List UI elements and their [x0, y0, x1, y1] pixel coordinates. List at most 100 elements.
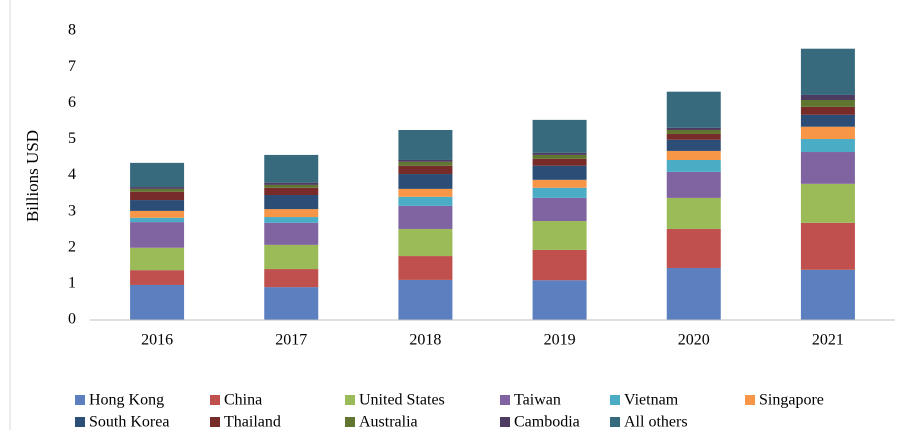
- legend-swatch: [610, 395, 620, 405]
- bar-segment: [130, 187, 185, 189]
- bar-segment: [130, 247, 185, 271]
- bar-segment: [666, 127, 721, 130]
- bar-segment: [130, 200, 185, 211]
- bar-segment: [130, 222, 185, 248]
- y-tick-label: 4: [68, 166, 76, 183]
- bar-segment: [800, 139, 855, 153]
- y-tick-label: 3: [68, 202, 76, 219]
- bar-segment: [130, 270, 185, 285]
- bar-segment: [264, 209, 319, 218]
- bar-segment: [532, 152, 587, 155]
- bar-segment: [264, 222, 319, 245]
- bar-segment: [398, 279, 453, 320]
- bar-segment: [800, 152, 855, 184]
- bar-segment: [264, 217, 319, 223]
- bar-segment: [398, 165, 453, 175]
- bar-segment: [130, 188, 185, 192]
- y-tick-label: 2: [68, 238, 76, 255]
- bar-segment: [130, 217, 185, 223]
- bar-segment: [666, 228, 721, 268]
- bar-segment: [666, 150, 721, 160]
- bar-segment: [398, 196, 453, 206]
- bar-segment: [532, 119, 587, 153]
- bar-segment: [264, 187, 319, 196]
- bar-segment: [800, 183, 855, 223]
- bar-segment: [264, 269, 319, 288]
- legend-label: Thailand: [224, 414, 281, 430]
- bar-segment: [532, 221, 587, 250]
- legend-label: United States: [359, 392, 445, 409]
- bar-segment: [130, 284, 185, 320]
- bar-segment: [398, 256, 453, 280]
- bar-segment: [532, 187, 587, 198]
- bar-segment: [264, 244, 319, 270]
- bar-segment: [666, 133, 721, 140]
- legend-swatch: [75, 395, 85, 405]
- bar-segment: [398, 205, 453, 229]
- bar-segment: [398, 174, 453, 189]
- bar-segment: [532, 280, 587, 320]
- bar-segment: [532, 165, 587, 180]
- legend-swatch: [345, 417, 355, 427]
- legend-swatch: [345, 395, 355, 405]
- bar-segment: [800, 94, 855, 100]
- bar-segment: [666, 267, 721, 320]
- bar-segment: [666, 129, 721, 134]
- y-tick-label: 8: [68, 22, 76, 39]
- legend-swatch: [610, 417, 620, 427]
- legend-swatch: [75, 417, 85, 427]
- bar-segment: [130, 210, 185, 218]
- bar-segment: [666, 171, 721, 198]
- legend-label: Taiwan: [514, 392, 561, 409]
- y-tick-label: 6: [68, 94, 76, 111]
- bar-segment: [264, 184, 319, 188]
- bar-segment: [800, 126, 855, 140]
- bar-segment: [398, 161, 453, 166]
- bar-segment: [800, 99, 855, 107]
- legend-swatch: [210, 417, 220, 427]
- bar-segment: [532, 154, 587, 159]
- bar-segment: [532, 249, 587, 281]
- legend-label: Singapore: [759, 392, 824, 409]
- bar-segment: [666, 139, 721, 151]
- bar-segment: [264, 182, 319, 185]
- bar-segment: [800, 114, 855, 127]
- legend-swatch: [210, 395, 220, 405]
- bar-segment: [398, 228, 453, 257]
- bar-segment: [264, 154, 319, 183]
- legend-label: Hong Kong: [89, 392, 164, 409]
- legend-label: China: [224, 392, 262, 409]
- x-tick-label: 2020: [678, 332, 710, 349]
- y-axis-label: Billions USD: [23, 130, 42, 222]
- bar-segment: [398, 188, 453, 197]
- bar-segment: [532, 158, 587, 166]
- legend-label: Vietnam: [624, 392, 679, 409]
- bar-segment: [532, 179, 587, 188]
- bar-segment: [264, 287, 319, 320]
- legend-swatch: [745, 395, 755, 405]
- bar-segment: [666, 159, 721, 172]
- bar-segment: [398, 159, 453, 162]
- bar-segment: [800, 48, 855, 95]
- y-tick-label: 5: [68, 130, 76, 147]
- x-tick-label: 2021: [812, 332, 844, 349]
- legend-label: Cambodia: [514, 414, 580, 430]
- legend-label: South Korea: [89, 414, 169, 430]
- x-tick-label: 2019: [544, 332, 576, 349]
- bar-segment: [800, 106, 855, 115]
- legend-label: All others: [624, 414, 688, 430]
- legend-swatch: [500, 395, 510, 405]
- legend-label: Australia: [359, 414, 418, 430]
- legend-swatch: [500, 417, 510, 427]
- bar-segment: [532, 197, 587, 222]
- bar-segment: [666, 91, 721, 128]
- x-tick-label: 2016: [141, 332, 173, 349]
- x-tick-label: 2017: [275, 332, 307, 349]
- bar-segment: [398, 129, 453, 160]
- bar-segment: [800, 269, 855, 320]
- bar-segment: [130, 191, 185, 201]
- bar-segment: [800, 222, 855, 270]
- y-tick-label: 0: [68, 311, 76, 328]
- x-tick-label: 2018: [409, 332, 441, 349]
- bar-segment: [130, 162, 185, 188]
